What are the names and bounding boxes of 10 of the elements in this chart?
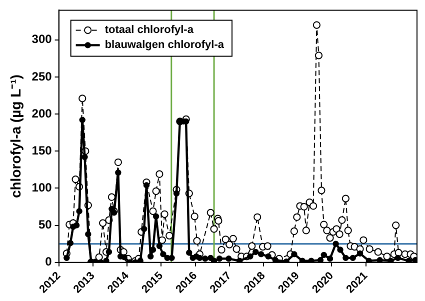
y-tick-label: 150: [32, 143, 52, 158]
y-axis-title: chlorofyl-a (µg L⁻¹): [7, 74, 24, 198]
legend-label: blauwalgen chlorofyl-a: [104, 39, 225, 52]
y-tick-label: 0: [45, 254, 52, 269]
legend-label: totaal chlorofyl-a: [104, 24, 194, 36]
y-tick-label: 250: [32, 69, 52, 84]
y-tick-label: 100: [32, 180, 52, 195]
y-tick-label: 300: [32, 32, 52, 46]
y-tick-label: 200: [32, 106, 52, 120]
y-tick-label: 50: [38, 218, 52, 232]
